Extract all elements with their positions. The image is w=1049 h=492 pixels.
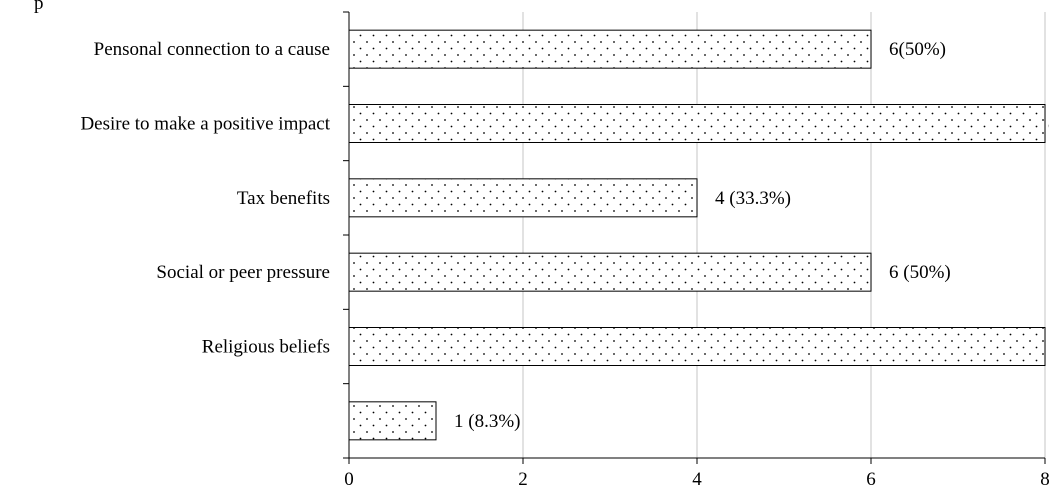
bar-1 [348,104,1046,143]
category-label-3: Social or peer pressure [156,262,330,283]
x-tick-label-4: 8 [1040,469,1049,490]
data-label-3: 6 (50%) [889,262,951,283]
category-label-1: Desire to make a positive impact [80,114,330,135]
bar-2 [348,178,698,218]
category-label-0: Pensonal connection to a cause [94,39,330,60]
bars [348,29,1046,441]
category-label-2: Tax benefits [237,188,330,209]
axes [343,11,1046,464]
bar-0 [348,29,872,69]
x-tick-label-2: 4 [692,469,702,490]
data-label-2: 4 (33.3%) [715,188,791,209]
data-label-5: 1 (8.3%) [454,411,520,432]
x-tick-label-0: 0 [344,469,354,490]
x-tick-label-1: 2 [518,469,528,490]
category-label-4: Religious beliefs [202,337,330,358]
top-left-text: p [34,0,44,14]
grid-lines [522,12,1046,458]
bar-5 [348,401,437,441]
x-tick-label-3: 6 [866,469,876,490]
data-label-0: 6(50%) [889,39,946,60]
bar-4 [348,327,1046,366]
bar-3 [348,252,872,292]
labels: Pensonal connection to a cause 6(50%) Desi… [80,39,1049,490]
